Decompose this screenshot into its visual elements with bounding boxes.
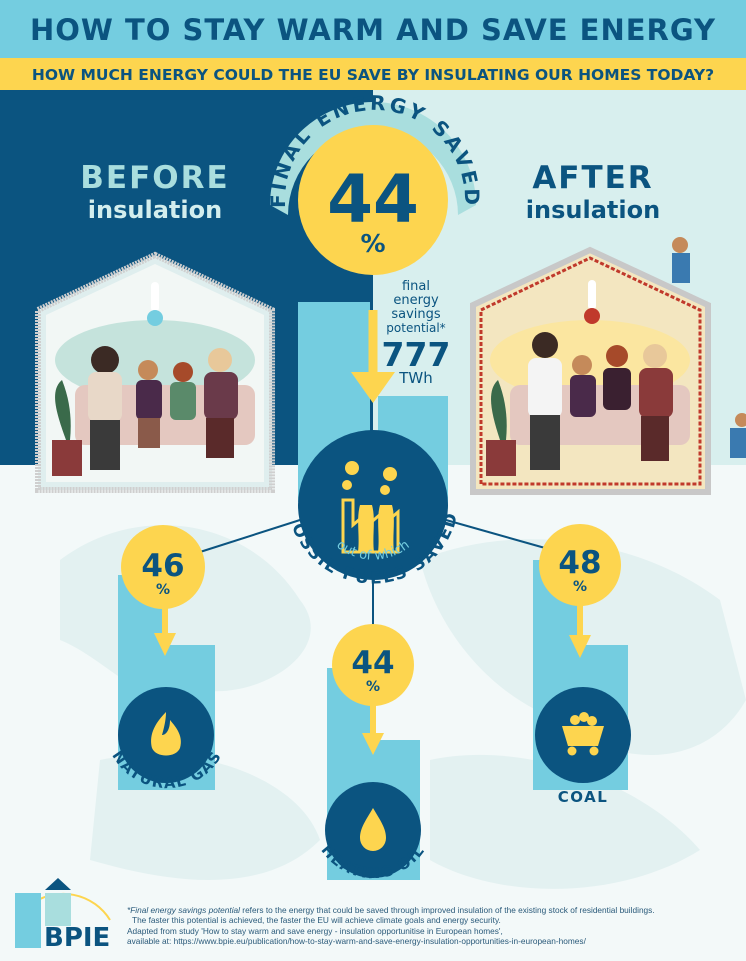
arrow-down-icon bbox=[154, 633, 176, 656]
connector-lines bbox=[199, 519, 546, 627]
factory-icon bbox=[341, 461, 400, 554]
footnote: *Final energy savings potential refers t… bbox=[127, 905, 655, 946]
final-energy-saved: FINAL ENERGY SAVED 44 % final energy sav… bbox=[266, 91, 481, 403]
subtitle-bar bbox=[0, 58, 746, 90]
footnote-line3: Adapted from study 'How to stay warm and… bbox=[127, 925, 503, 936]
arrow-down-icon bbox=[362, 733, 384, 755]
coal-value: 48 bbox=[558, 545, 601, 581]
footnote-line2: The faster this potential is achieved, t… bbox=[132, 915, 501, 926]
arrow-down-icon bbox=[351, 372, 395, 403]
savings-unit: TWh bbox=[398, 369, 433, 387]
coal-cart-icon bbox=[562, 712, 604, 756]
gas-value: 46 bbox=[141, 548, 184, 584]
title-bar bbox=[0, 0, 746, 58]
page-subtitle: HOW MUCH ENERGY COULD THE EU SAVE BY INS… bbox=[32, 66, 714, 84]
savings-amount: 777 bbox=[382, 335, 451, 374]
natural-gas-item: 46 % NATURAL GAS bbox=[108, 525, 224, 792]
final-energy-value: 44 bbox=[327, 161, 419, 238]
bpie-logo: BPIE bbox=[15, 878, 111, 953]
after-heading: AFTER bbox=[532, 160, 653, 196]
final-energy-unit: % bbox=[360, 229, 385, 258]
gas-unit: % bbox=[156, 582, 170, 598]
after-subheading: insulation bbox=[526, 196, 660, 224]
oil-value: 44 bbox=[351, 645, 394, 681]
before-house-illustration bbox=[35, 251, 275, 493]
flame-icon bbox=[151, 712, 181, 756]
desc-line: potential* bbox=[386, 321, 445, 335]
desc-line: final bbox=[402, 279, 430, 294]
coal-unit: % bbox=[573, 579, 587, 595]
cold-thermometer-icon bbox=[147, 310, 163, 326]
after-house-illustration bbox=[470, 237, 746, 495]
footnote-line4: available at: https://www.bpie.eu/public… bbox=[127, 935, 586, 946]
coal-item: 48 % COAL bbox=[535, 524, 631, 806]
coal-label: COAL bbox=[558, 788, 609, 806]
arrow-down-icon bbox=[569, 635, 591, 658]
page-title: HOW TO STAY WARM AND SAVE ENERGY bbox=[30, 13, 716, 47]
logo-text: BPIE bbox=[44, 923, 110, 953]
before-heading: BEFORE bbox=[80, 160, 229, 196]
warm-thermometer-icon bbox=[584, 308, 600, 324]
desc-line: energy bbox=[393, 293, 439, 308]
heating-oil-item: 44 % HEATING OIL bbox=[317, 624, 427, 882]
before-subheading: insulation bbox=[88, 196, 222, 224]
footnote-line1: refers to the energy that could be saved… bbox=[240, 905, 655, 915]
desc-line: savings bbox=[391, 307, 441, 322]
oil-unit: % bbox=[366, 679, 380, 695]
oil-drop-icon bbox=[360, 808, 386, 851]
footnote-term: *Final energy savings potential bbox=[127, 905, 240, 915]
